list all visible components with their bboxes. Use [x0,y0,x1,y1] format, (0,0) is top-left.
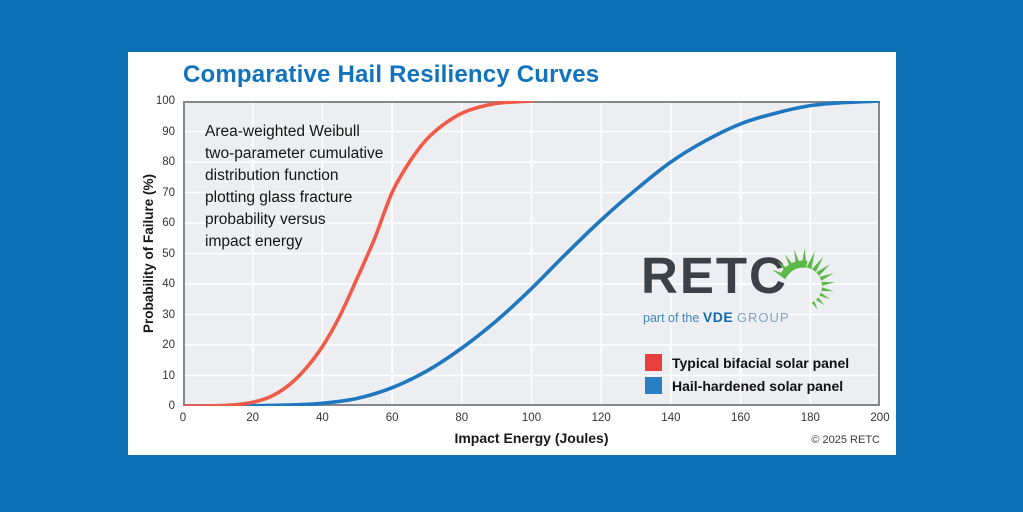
annotation-line: plotting glass fracture [205,189,353,206]
annotation-line: two-parameter cumulative [205,145,384,162]
annotation-line: impact energy [205,233,303,250]
tagline-prefix: part of the [643,311,700,325]
sunburst-arc [780,260,808,277]
y-tick-label: 100 [155,95,175,107]
y-tick-label: 50 [162,247,175,260]
y-tick-label: 10 [162,369,175,382]
legend: Typical bifacial solar panel Hail-harden… [645,354,849,400]
x-tick-label: 20 [246,412,260,424]
x-tick-label: 0 [179,412,187,424]
legend-label: Hail-hardened solar panel [672,377,844,394]
x-tick-label: 40 [315,412,329,424]
sunburst-ray [819,292,830,299]
legend-item-bifacial: Typical bifacial solar panel [645,354,849,371]
x-tick-label: 200 [870,412,890,424]
retc-logo-text: RETC [641,247,788,304]
x-axis-title: Impact Energy (Joules) [454,430,609,446]
x-tick-label: 80 [455,412,469,424]
curve-0 [183,101,534,406]
x-tick-label: 60 [385,412,399,424]
x-tick-label: 100 [521,412,542,424]
tagline-vde: VDE [702,309,734,325]
y-tick-label: 80 [162,156,175,168]
y-tick-label: 40 [162,278,175,290]
y-tick-label: 0 [168,400,175,412]
y-tick-label: 20 [162,339,175,351]
sunburst-ray [821,287,834,292]
annotation-text: Area-weighted Weibull two-parameter cumul… [205,121,383,253]
legend-item-hardened: Hail-hardened solar panel [645,377,849,394]
annotation-line: distribution function [205,167,339,184]
plot-area: Area-weighted Weibull two-parameter cumul… [183,101,880,406]
x-tick-label: 160 [731,412,751,424]
legend-swatch-red [645,354,662,371]
legend-swatch-blue [645,377,662,394]
y-tick-label: 70 [162,186,175,199]
sunburst-ray [819,273,834,281]
retc-logo-tagline: part of the VDE GROUP [643,309,790,325]
chart-title: Comparative Hail Resiliency Curves [183,61,600,88]
y-tick-label: 60 [162,217,175,229]
tagline-group: GROUP [736,310,790,325]
plot-canvas [183,101,880,406]
x-tick-label: 120 [591,412,611,424]
sunburst-icon [773,248,836,310]
x-tick-label: 140 [661,412,681,424]
curve-1 [183,101,880,406]
sunburst-ray [773,269,788,280]
sunburst-ray [811,301,818,310]
sunburst-ray [821,281,836,286]
chart-card: Comparative Hail Resiliency Curves Proba… [128,52,896,455]
legend-label: Typical bifacial solar panel [672,354,850,371]
y-tick-label: 90 [162,125,175,138]
copyright-text: © 2025 RETC [811,434,880,446]
annotation-line: Area-weighted Weibull [205,123,360,140]
sunburst-ray [806,251,815,269]
sunburst-ray [816,297,825,306]
sunburst-ray [816,264,830,276]
sunburst-ray [811,256,824,272]
y-tick-label: 30 [162,308,175,321]
retc-logo: RETC part of the VDE GROUP [641,238,881,338]
x-tick-label: 180 [800,412,820,424]
annotation-line: probability versus [205,211,326,228]
